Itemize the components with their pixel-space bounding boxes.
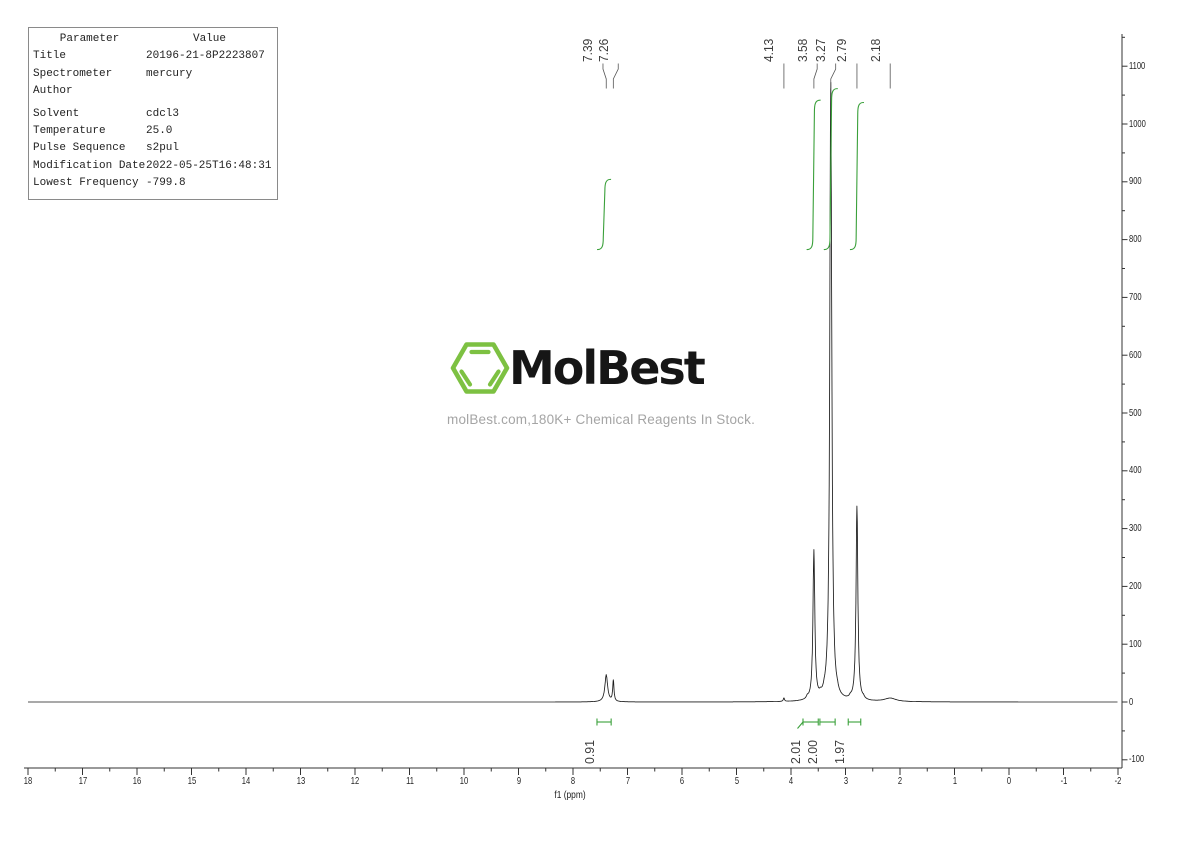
peak-label: 7.39: [580, 38, 596, 62]
param-value: 20196-21-8P2223807: [146, 50, 265, 63]
param-value: cdcl3: [146, 107, 180, 120]
param-row: Temperature 25.0: [29, 123, 277, 140]
x-axis-tick-label: -1: [1060, 775, 1067, 787]
peak-label-connector: [813, 63, 818, 89]
param-value: 2022-05-25T16:48:31: [146, 159, 272, 172]
peak-label-connector: [830, 63, 837, 89]
param-label: Title: [33, 50, 67, 63]
x-axis-tick-label: 18: [23, 775, 33, 787]
param-label: Spectrometer: [33, 67, 113, 80]
y-axis-tick-label: 200: [1129, 579, 1142, 592]
spectrum-trace: [28, 81, 1118, 703]
param-row: Author: [29, 83, 277, 100]
y-axis-tick-label: 900: [1129, 175, 1142, 188]
integral-value-label: 1.97: [831, 739, 847, 764]
x-axis-tick-label: 6: [679, 775, 685, 787]
integral-bracket-connector: [797, 721, 804, 729]
x-axis-tick-label: 15: [187, 775, 196, 787]
integral-curve: [849, 101, 864, 251]
x-axis-tick-label: 7: [625, 775, 630, 787]
y-axis-tick-label: 1000: [1129, 117, 1146, 130]
param-row: Pulse Sequence s2pul: [29, 140, 277, 157]
y-axis-tick-label: 600: [1129, 348, 1142, 361]
x-axis-tick-label: 0: [1006, 775, 1012, 787]
param-row: Solvent cdcl3: [29, 106, 277, 123]
x-axis-tick-label: 12: [350, 775, 360, 787]
x-axis-tick-label: 13: [296, 775, 305, 787]
integral-curve: [823, 88, 838, 251]
x-axis-tick-label: 8: [570, 775, 576, 787]
y-axis-tick-label: 100: [1129, 637, 1142, 650]
x-axis-tick-label: 10: [459, 775, 469, 787]
benzene-hexagon-icon: [450, 338, 510, 398]
param-row: Title 20196-21-8P2223807: [29, 48, 277, 65]
x-axis-title: f1 (ppm): [554, 789, 586, 801]
y-axis-tick-label: 300: [1129, 522, 1142, 535]
peak-label: 2.18: [867, 38, 883, 62]
y-axis-tick-label: 500: [1129, 406, 1142, 419]
peak-label: 4.13: [761, 38, 777, 62]
param-row: Modification Date 2022-05-25T16:48:31: [29, 158, 277, 175]
param-value: s2pul: [146, 142, 180, 155]
molbest-brand-text: MolBest: [509, 341, 706, 395]
param-value: -799.8: [146, 177, 186, 190]
peak-label: 3.27: [813, 38, 829, 62]
y-axis-tick-label: 1100: [1129, 59, 1146, 72]
x-axis-tick-label: -2: [1114, 775, 1122, 787]
param-label: Author: [33, 85, 73, 98]
parameter-column-header: Parameter: [59, 33, 120, 45]
param-label: Modification Date: [33, 159, 146, 172]
peak-label-connector: [612, 63, 619, 89]
x-axis-tick-label: 5: [734, 775, 739, 787]
parameter-table: Parameter Value Title 20196-21-8P2223807 S…: [28, 27, 278, 200]
parameter-table-rows: Title 20196-21-8P2223807 Spectrometer mercu…: [29, 48, 277, 192]
peak-label: 7.26: [595, 38, 611, 62]
value-column-header: Value: [192, 33, 226, 45]
parameter-table-header: Parameter Value: [29, 31, 277, 48]
integral-value-label: 0.91: [581, 739, 597, 764]
y-axis-tick-label: 700: [1129, 290, 1142, 303]
peak-label: 2.79: [834, 38, 850, 62]
x-axis-tick-label: 17: [78, 775, 87, 787]
param-label: Pulse Sequence: [33, 142, 126, 155]
x-axis-tick-label: 9: [516, 775, 521, 787]
integral-value-label: 2.00: [805, 739, 820, 764]
param-label: Solvent: [33, 107, 80, 120]
integral-value-label: 2.01: [788, 739, 804, 764]
peak-label: 3.58: [794, 38, 810, 62]
integral-curve: [806, 99, 821, 251]
y-axis-tick-label: -100: [1129, 753, 1145, 766]
x-axis-tick-label: 14: [241, 775, 251, 787]
param-row: Lowest Frequency -799.8: [29, 175, 277, 192]
param-value: 25.0: [146, 125, 173, 138]
integral-curve: [597, 178, 612, 251]
x-axis-tick-label: 4: [788, 775, 794, 787]
peak-label-connector: [602, 63, 607, 89]
param-row: Spectrometer mercury: [29, 66, 277, 83]
x-axis-tick-label: 1: [952, 775, 957, 787]
param-label: Temperature: [33, 125, 106, 138]
x-axis-tick-label: 16: [132, 775, 142, 787]
x-axis-tick-label: 11: [405, 775, 414, 787]
y-axis-tick-label: 0: [1129, 695, 1134, 708]
x-axis-tick-label: 2: [897, 775, 903, 787]
y-axis-tick-label: 800: [1129, 233, 1142, 246]
param-label: Lowest Frequency: [33, 177, 139, 190]
y-axis-tick-label: 400: [1129, 464, 1142, 477]
param-value: mercury: [146, 67, 193, 80]
watermark-tagline: molBest.com,180K+ Chemical Reagents In S…: [447, 412, 756, 427]
x-axis-tick-label: 3: [843, 775, 848, 787]
